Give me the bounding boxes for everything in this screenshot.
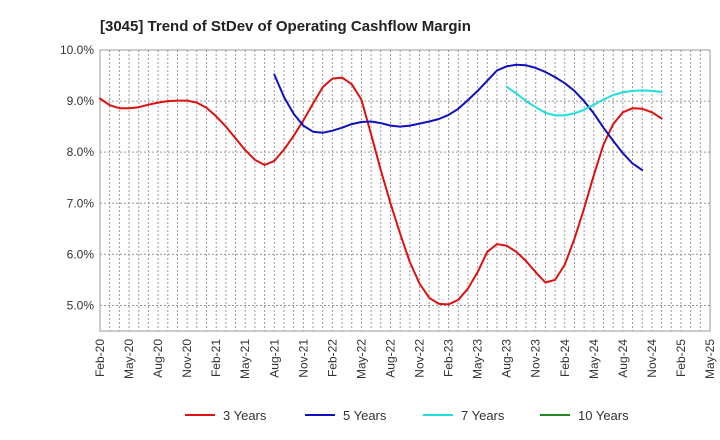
- series-line-5-years: [273, 63, 644, 172]
- x-tick-label: Feb-24: [558, 339, 572, 377]
- x-tick-label: May-25: [703, 339, 717, 379]
- y-tick-label: 5.0%: [67, 298, 95, 312]
- x-tick-label: Feb-20: [93, 339, 107, 377]
- x-tick-label: Aug-23: [500, 339, 514, 378]
- series-line-3-years: [99, 76, 663, 306]
- legend: 3 Years 5 Years 7 Years 10 Years: [185, 408, 629, 423]
- legend-label: 10 Years: [578, 408, 629, 423]
- x-tick-label: Aug-20: [151, 339, 165, 378]
- y-tick-label: 8.0%: [67, 145, 95, 159]
- x-tick-label: Nov-20: [180, 339, 194, 378]
- x-tick-label: Aug-24: [616, 339, 630, 378]
- x-tick-label: Aug-21: [267, 339, 281, 378]
- x-tick-label: Feb-23: [442, 339, 456, 377]
- x-tick-label: Feb-25: [674, 339, 688, 377]
- y-tick-label: 7.0%: [67, 196, 95, 210]
- series-line-7-years: [505, 85, 663, 117]
- x-tick-label: Feb-21: [209, 339, 223, 377]
- x-tick-label: May-23: [471, 339, 485, 379]
- x-tick-label: Aug-22: [383, 339, 397, 378]
- chart-title: [3045] Trend of StDev of Operating Cashf…: [100, 18, 471, 35]
- legend-label: 7 Years: [461, 408, 505, 423]
- plot-frame: [99, 49, 711, 332]
- x-tick-label: Nov-22: [413, 339, 427, 378]
- legend-label: 3 Years: [223, 408, 267, 423]
- x-tick-label: May-24: [587, 339, 601, 379]
- x-tick-label: May-22: [354, 339, 368, 379]
- x-tick-label: Nov-21: [296, 339, 310, 378]
- y-tick-label: 9.0%: [67, 94, 95, 108]
- plot-area: 5.0% 6.0% 7.0% 8.0% 9.0% 10.0% Feb-20 May-20 Aug…: [60, 43, 717, 379]
- y-tick-label: 6.0%: [67, 247, 95, 261]
- x-tick-label: Feb-22: [325, 339, 339, 377]
- x-tick-label: May-20: [122, 339, 136, 379]
- x-tick-label: May-21: [238, 339, 252, 379]
- x-tick-label: Nov-24: [645, 339, 659, 378]
- y-tick-label: 10.0%: [60, 43, 94, 57]
- legend-label: 5 Years: [343, 408, 387, 423]
- x-tick-label: Nov-23: [529, 339, 543, 378]
